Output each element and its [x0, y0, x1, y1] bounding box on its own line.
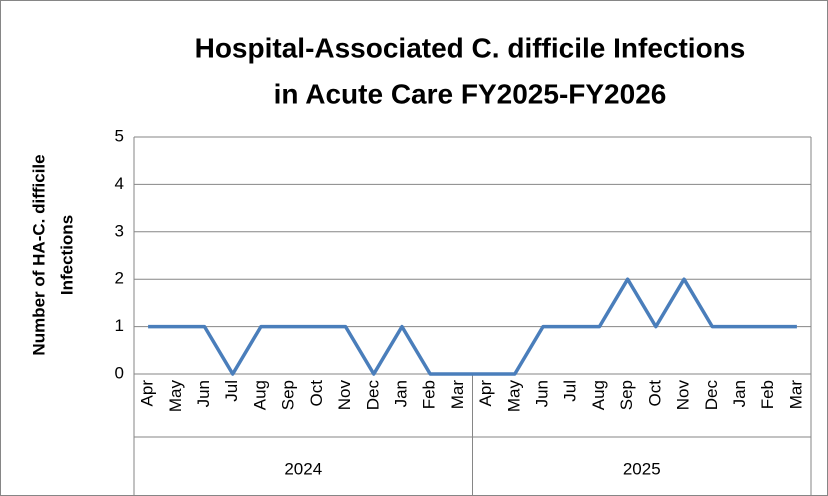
x-tick-label: May — [166, 380, 185, 413]
x-tick-label: Jul — [222, 380, 241, 402]
x-tick-label: Feb — [758, 380, 777, 409]
y-tick-label: 1 — [115, 316, 124, 335]
y-tick-label: 2 — [115, 269, 124, 288]
x-tick-label: Nov — [335, 380, 354, 411]
x-tick-label: Nov — [674, 380, 693, 411]
x-tick-label: Aug — [250, 380, 269, 410]
x-tick-label: Mar — [786, 380, 805, 410]
data-line — [148, 277, 797, 376]
x-tick-label: May — [504, 380, 523, 413]
x-tick-label: Jun — [533, 380, 552, 407]
y-axis-label: Number of HA-C. difficile — [29, 154, 48, 355]
group-label: 2025 — [623, 459, 661, 478]
x-tick-label: Feb — [420, 380, 439, 409]
y-tick-label: 4 — [115, 174, 124, 193]
x-tick-label: Oct — [307, 380, 326, 407]
x-tick-label: Mar — [448, 380, 467, 410]
x-tick-label: Jan — [391, 380, 410, 407]
chart-title: in Acute Care FY2025-FY2026 — [274, 78, 667, 109]
y-tick-label: 3 — [115, 221, 124, 240]
y-tick-label: 5 — [115, 126, 124, 145]
x-tick-label: Dec — [702, 380, 721, 411]
x-tick-label: Oct — [645, 380, 664, 407]
chart-title: Hospital-Associated C. difficile Infecti… — [195, 32, 746, 63]
x-tick-label: Apr — [138, 380, 157, 407]
x-tick-label: Dec — [363, 380, 382, 411]
x-tick-label: Sep — [617, 380, 636, 410]
y-tick-label: 0 — [115, 363, 124, 382]
x-tick-label: Aug — [589, 380, 608, 410]
x-tick-label: Sep — [279, 380, 298, 410]
x-tick-label: Jan — [730, 380, 749, 407]
x-tick-label: Apr — [476, 380, 495, 407]
x-tick-label: Jun — [194, 380, 213, 407]
group-label: 2024 — [284, 459, 322, 478]
x-tick-label: Jul — [561, 380, 580, 402]
y-axis-label: Infections — [57, 215, 76, 295]
